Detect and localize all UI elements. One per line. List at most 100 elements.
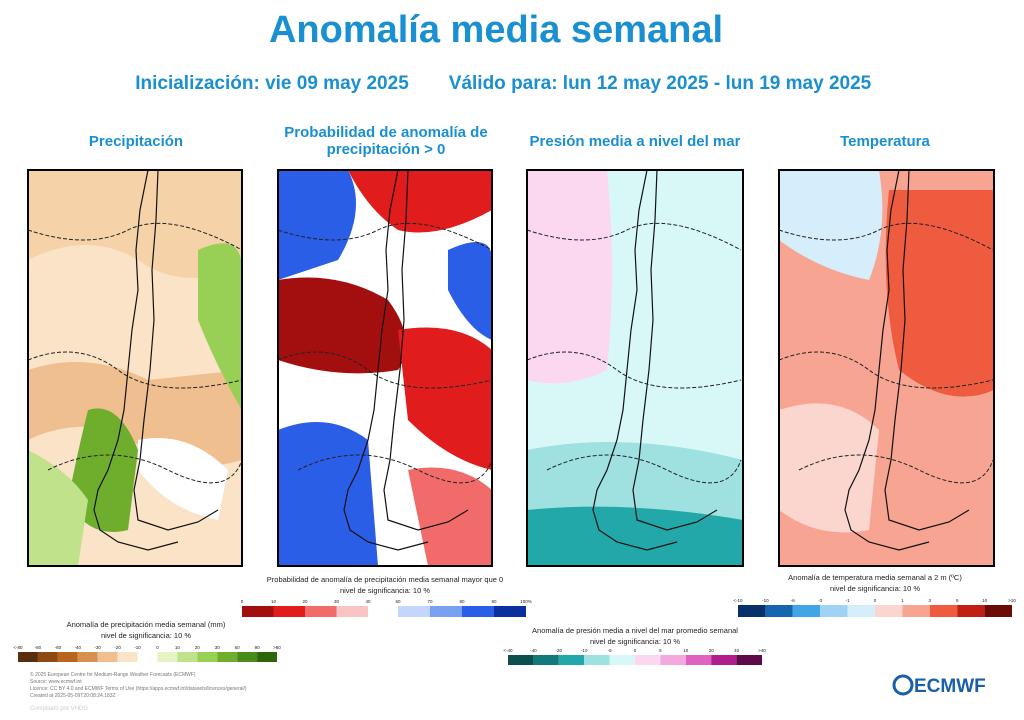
legend-tick-label: 0 [156,645,159,650]
legend-tick-label: <-10 [733,598,743,603]
legend-swatch [494,606,526,617]
legend-tick-label: -30 [94,645,101,650]
footer-line: © 2025 European Centre for Medium-Range … [30,671,196,678]
legend-swatch [736,655,762,665]
legend-swatch [257,652,277,662]
legend-tick-label: 80 [459,599,465,604]
legend-tick-label: 30 [215,645,221,650]
legend-subtitle: nivel de significancia: 10 % [101,631,191,640]
legend-tick-label: 10 [982,598,988,603]
legend-swatch [242,606,274,617]
legend-swatch [273,606,305,617]
legend-tick-label: 70 [427,599,433,604]
legend-swatch [237,652,258,662]
legend-tick-label: -10 [762,598,769,603]
legend-subtitle: nivel de significancia: 10 % [590,637,680,646]
valid-date: Válido para: lun 12 may 2025 - lun 19 ma… [449,73,872,94]
legend-swatch [157,652,178,662]
legend-swatch [609,655,635,665]
map-temperature [778,169,995,567]
legend-tick-label: 40 [365,599,371,604]
legend-swatch [77,652,98,662]
panel-title: Precipitación [89,133,183,150]
legend-swatch [957,605,985,617]
legend-swatch [660,655,686,665]
map-probability [277,169,493,567]
legend-tick-label: 20 [709,648,715,653]
legend-swatch [820,605,848,617]
legend-tick-label: 1 [901,598,904,603]
legend-subtitle: nivel de significancia: 10 % [830,584,920,593]
legend-swatch [635,655,661,665]
footer-line: Created at 2025-05-09T20:08:24.183Z [30,693,116,699]
legend-tick-label: -20 [556,648,563,653]
title: Anomalía media semanal [269,9,723,51]
map-pressure [526,169,744,567]
legend-tick-label: -60 [55,645,62,650]
legend-swatch [305,606,337,617]
legend-swatch [97,652,118,662]
legend-swatch [929,605,958,617]
legend-tick-label: 40 [734,648,740,653]
legend-title: Probabilidad de anomalía de precipitació… [267,575,503,584]
legend-tick-label: 60 [395,599,401,604]
logo-text: ECMWF [914,676,986,697]
legend-tick-label: 30 [334,599,340,604]
legend-tick-label: -40 [530,648,537,653]
legend-swatch [508,655,534,665]
legend-tick-label: -20 [114,645,121,650]
panel-title: Temperatura [840,133,930,150]
legend-tick-label: 10 [271,599,277,604]
legend-swatch [984,605,1012,617]
legend-tick-label: 5 [659,648,662,653]
legend-tick-label: 20 [195,645,201,650]
map-precipitation [27,169,243,567]
panel-title: Presión media a nivel del mar [530,133,741,150]
legend-tick-label: >10 [1008,598,1016,603]
legend-tick-label: 0 [874,598,877,603]
legend-tick-label: 100% [520,599,532,604]
legend-tick-label: 90 [255,645,261,650]
init-date: Inicialización: vie 09 may 2025 [135,73,409,94]
legend-swatch [533,655,559,665]
legend-tick-label: -10 [134,645,141,650]
legend-swatch [37,652,58,662]
legend-tick-label: 0 [241,599,244,604]
legend-tick-label: -5 [608,648,612,653]
panel-title-line: precipitación > 0 [327,141,446,158]
legend-tick-label: -40 [75,645,82,650]
legend-swatch [584,655,610,665]
legend-tick-label: -80 [35,645,42,650]
legend-tick-label: 3 [929,598,932,603]
legend-tick-label: -3 [818,598,822,603]
legend-tick-label: 90 [491,599,497,604]
legend-swatch [57,652,78,662]
legend-tick-label: <-40 [503,648,513,653]
legend-tick-label: -6 [791,598,795,603]
legend-swatch [711,655,737,665]
legend-swatch [217,652,238,662]
legend-subtitle: nivel de significancia: 10 % [340,586,430,595]
legend-swatch [117,652,138,662]
panel-title: Probabilidad de anomalía de precipitación… [284,124,487,158]
legend-swatch [685,655,712,665]
legend-tick-label: 10 [175,645,181,650]
legend-tick-label: -10 [581,648,588,653]
legend-tick-label: >80 [273,645,281,650]
legend-swatch [430,606,462,617]
credit: Compilado por VHDG [30,706,88,712]
legend-swatch [18,652,38,662]
legend-title: Anomalía de precipitación media semanal … [67,620,226,629]
legend-swatch [462,606,494,617]
footer-line: Licence: CC BY 4.0 and ECMWF Terms of Us… [30,686,247,692]
legend-tick-label: <-80 [13,645,23,650]
legend-tick-label: 20 [302,599,308,604]
legend-tick-label: -1 [846,598,850,603]
legend-swatch [398,606,430,617]
legend-swatch [558,655,585,665]
legend-tick-label: 10 [683,648,689,653]
legend-swatch [902,605,930,617]
legend-tick-label: >40 [758,648,766,653]
legend-swatch [847,605,875,617]
